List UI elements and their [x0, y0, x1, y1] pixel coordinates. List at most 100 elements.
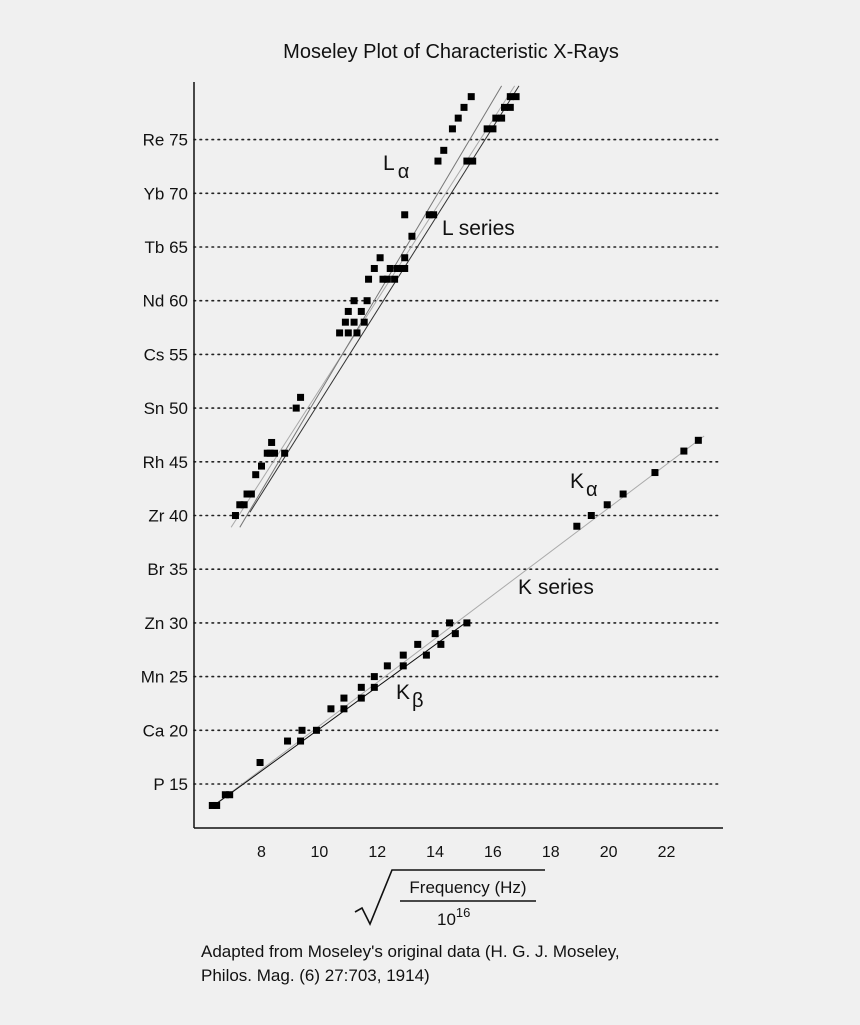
data-point — [357, 694, 365, 702]
fit-lines — [209, 85, 705, 810]
x-tick-label: 20 — [600, 844, 618, 861]
fit-line — [230, 85, 516, 528]
data-point — [226, 791, 234, 799]
data-point — [213, 801, 221, 809]
data-point — [252, 471, 260, 479]
x-label-numerator: Frequency (Hz) — [409, 878, 526, 897]
data-point — [383, 662, 391, 670]
data-point — [243, 490, 251, 498]
data-point — [231, 512, 239, 519]
data-point — [391, 275, 399, 283]
y-tick-label: P 15 — [153, 775, 188, 794]
data-point — [344, 307, 352, 315]
data-point — [370, 264, 378, 272]
data-point — [370, 673, 378, 681]
data-point — [492, 114, 500, 122]
data-point — [221, 791, 229, 799]
x-tick-labels: 8 10 12 14 16 18 20 22 — [257, 844, 675, 861]
data-point — [350, 297, 358, 305]
data-point — [236, 501, 244, 509]
data-point — [506, 93, 514, 101]
data-point — [430, 211, 438, 219]
data-point — [312, 726, 320, 734]
data-point — [401, 254, 409, 262]
data-point — [344, 329, 352, 337]
data-point — [240, 501, 248, 509]
data-point — [383, 275, 391, 283]
data-point — [483, 125, 491, 133]
annotation-k-alpha-sub: α — [586, 479, 598, 501]
annotation-l-alpha-main: L — [383, 152, 395, 175]
data-point — [651, 469, 659, 477]
x-tick-label: 10 — [310, 844, 328, 861]
annotation-l-alpha-sub: α — [398, 161, 410, 183]
data-point — [408, 232, 416, 240]
y-tick-label: Ca 20 — [143, 721, 188, 740]
y-tick-label: Tb 65 — [145, 238, 188, 257]
data-point — [399, 651, 407, 659]
data-point — [422, 651, 430, 659]
data-point — [506, 103, 514, 111]
data-point — [292, 404, 300, 412]
data-point — [379, 275, 387, 283]
data-point — [489, 125, 497, 133]
data-point — [498, 114, 506, 122]
data-point — [376, 254, 384, 262]
data-point — [365, 275, 373, 283]
data-point — [463, 619, 471, 627]
data-points — [208, 93, 702, 809]
data-point — [357, 683, 365, 691]
data-point — [353, 329, 361, 337]
x-tick-label: 18 — [542, 844, 560, 861]
data-point — [440, 146, 448, 154]
data-point — [446, 619, 454, 627]
data-point — [425, 211, 433, 219]
data-point — [619, 490, 627, 498]
data-point — [694, 436, 702, 444]
fit-line — [209, 435, 705, 810]
data-point — [451, 630, 459, 638]
data-point — [501, 103, 509, 111]
data-point — [467, 93, 475, 101]
y-tick-label: Rh 45 — [143, 453, 188, 472]
annotation-k-alpha-main: K — [570, 470, 584, 493]
data-point — [281, 449, 289, 457]
data-point — [268, 438, 276, 446]
x-tick-label: 8 — [257, 844, 266, 861]
data-point — [341, 318, 349, 326]
data-point — [297, 393, 305, 401]
data-point — [350, 318, 358, 326]
data-point — [448, 125, 456, 133]
data-point — [266, 449, 274, 457]
caption-line-1: Adapted from Moseley's original data (H.… — [201, 942, 620, 961]
y-tick-label: Br 35 — [147, 560, 188, 579]
data-point — [587, 512, 595, 519]
y-tick-label: Nd 60 — [143, 292, 188, 311]
y-tick-label: Cs 55 — [144, 345, 188, 364]
y-tick-labels: P 15 Ca 20 Mn 25 Zn 30 Br 35 Zr 40 Rh 45 Sn 50 C… — [141, 131, 188, 794]
data-point — [370, 683, 378, 691]
data-point — [258, 462, 265, 470]
data-point — [460, 103, 468, 111]
chart-title: Moseley Plot of Characteristic X-Rays — [283, 41, 619, 63]
data-point — [399, 662, 407, 670]
data-point — [208, 801, 216, 809]
y-tick-label: Zn 30 — [145, 614, 188, 633]
data-point — [327, 705, 335, 713]
x-label-denominator: 1016 — [437, 905, 470, 929]
x-tick-label: 12 — [368, 844, 386, 861]
data-point — [603, 501, 611, 509]
data-point — [297, 737, 305, 745]
annotation-k-beta-sub: β — [412, 690, 424, 712]
x-axis-label: Frequency (Hz) 1016 — [354, 869, 545, 929]
data-point — [271, 449, 279, 457]
data-point — [386, 264, 394, 272]
data-point — [247, 490, 255, 498]
data-point — [401, 211, 409, 219]
data-point — [437, 640, 445, 648]
data-point — [463, 157, 471, 165]
y-tick-label: Yb 70 — [144, 184, 188, 203]
data-point — [401, 264, 409, 272]
